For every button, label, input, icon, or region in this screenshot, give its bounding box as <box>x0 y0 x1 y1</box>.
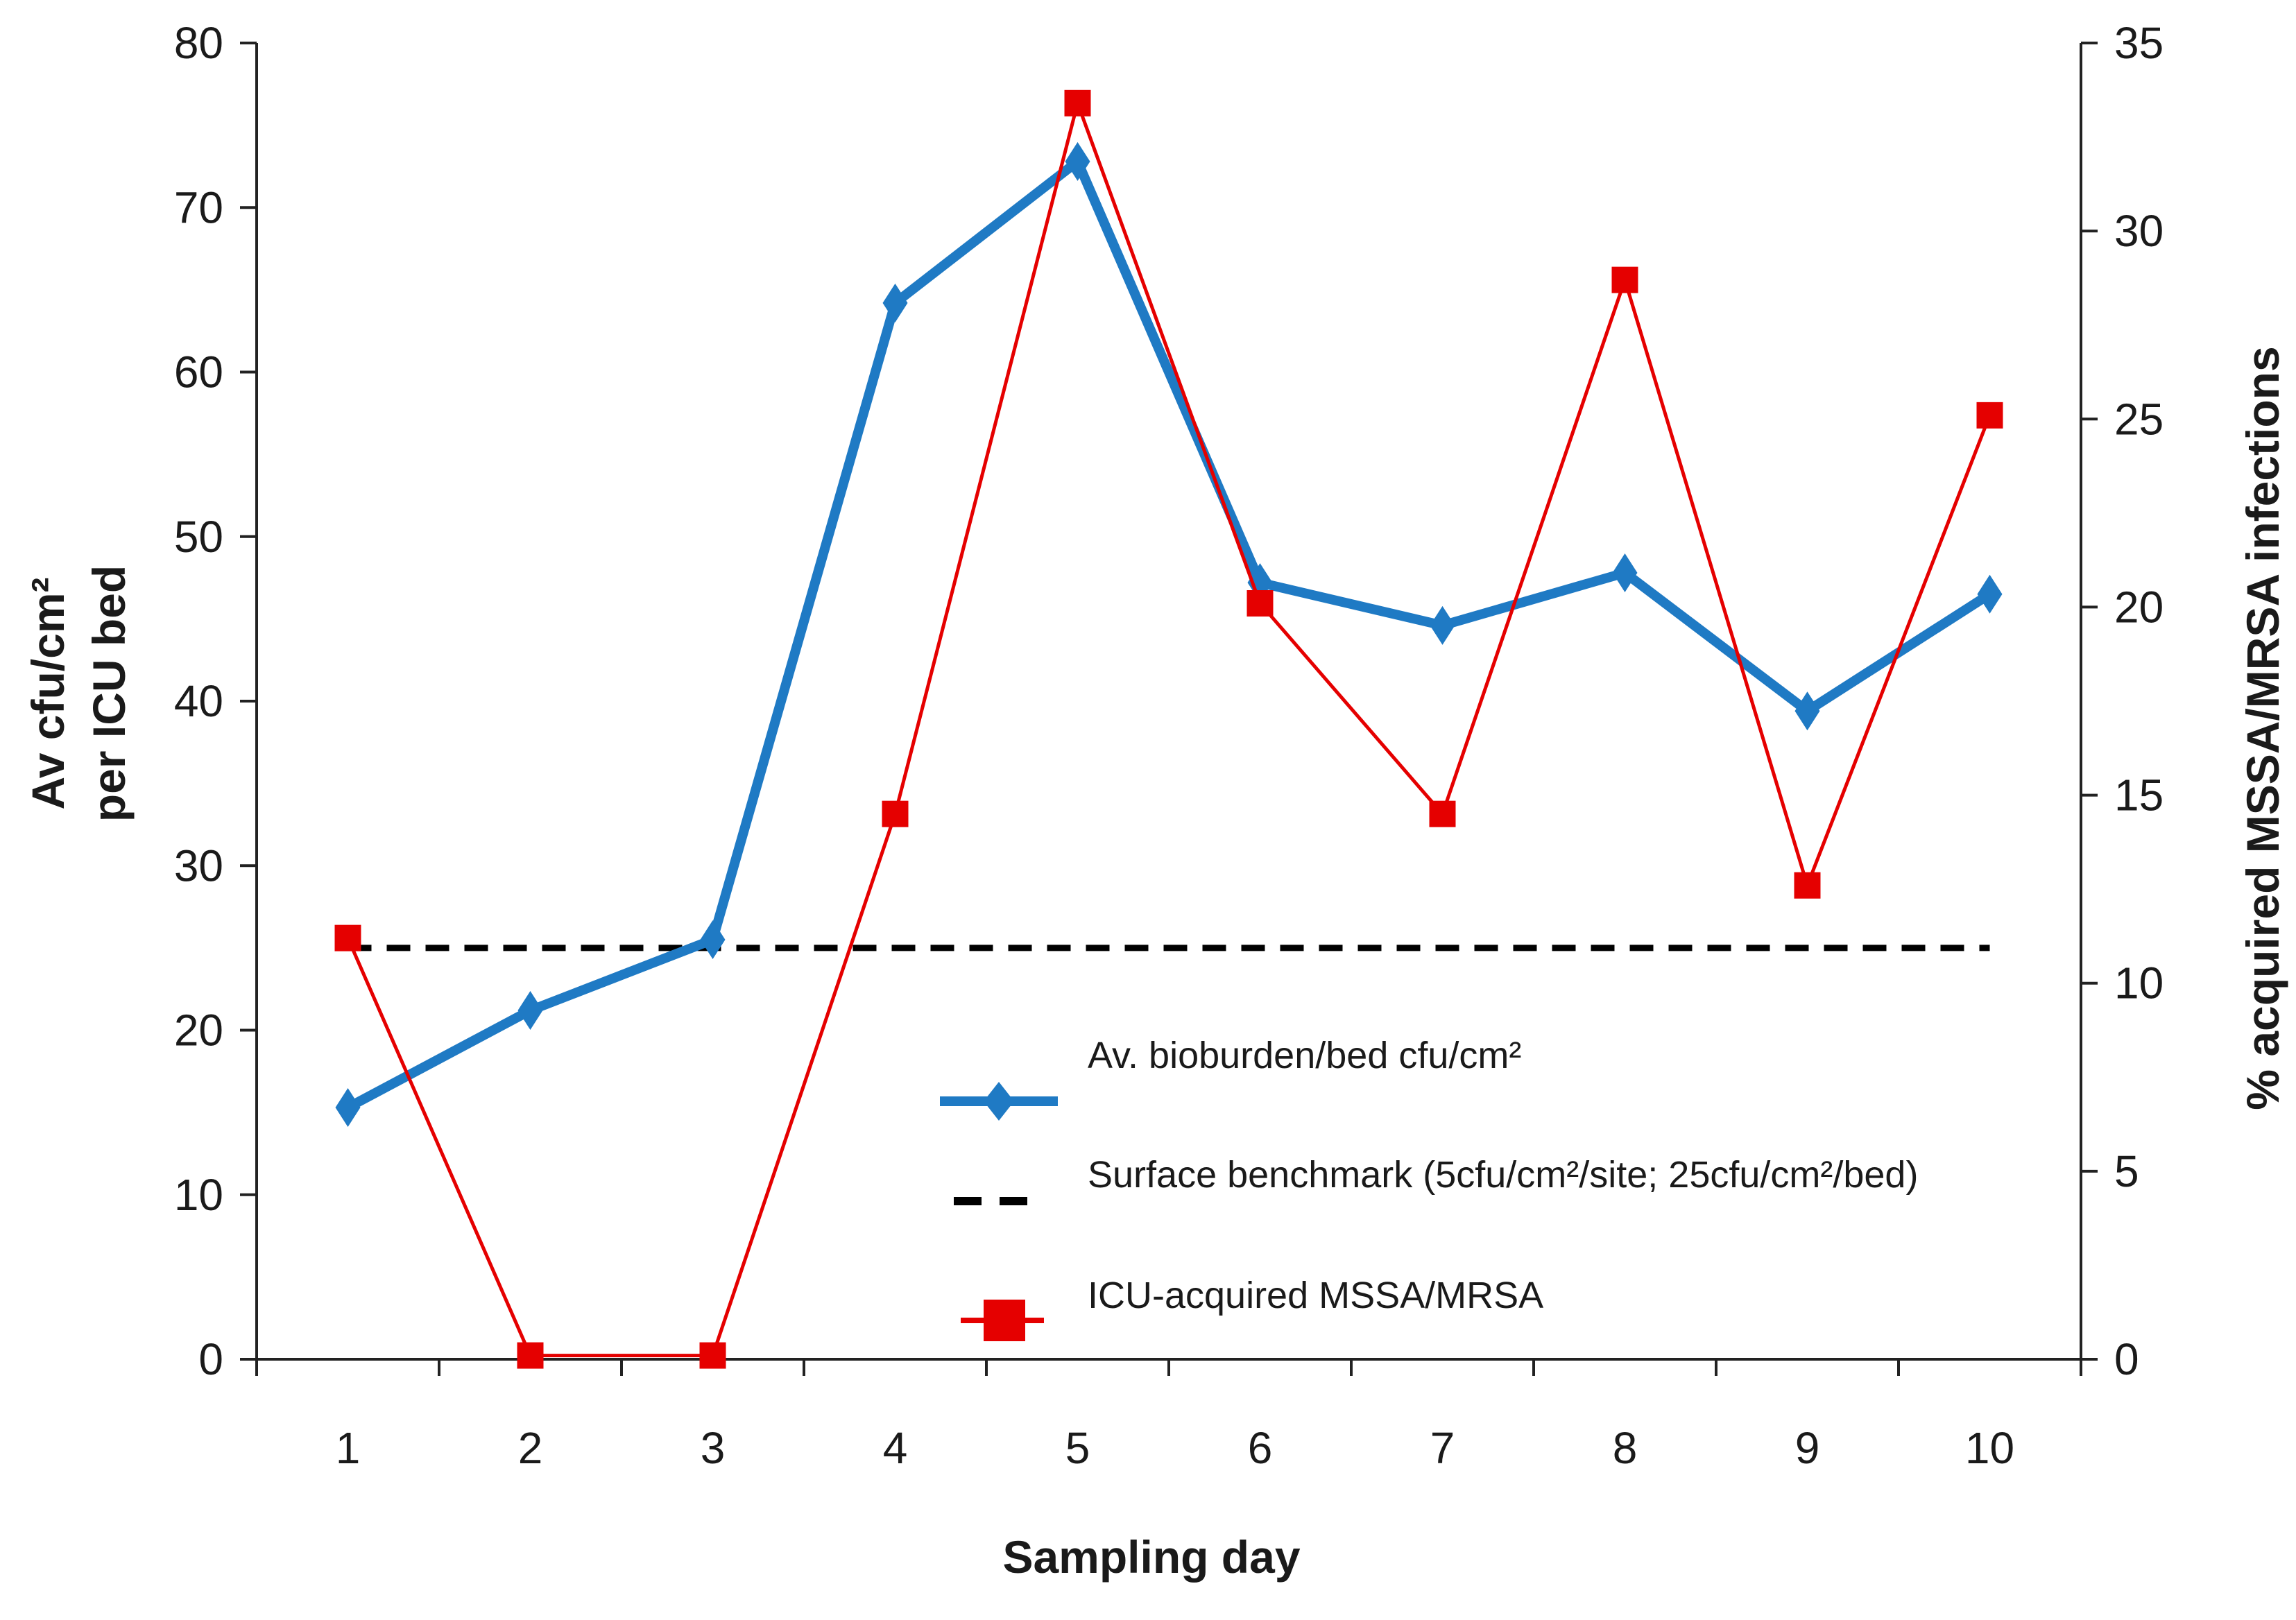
bioburden-point <box>1065 141 1090 181</box>
x-axis-title: Sampling day <box>1002 1531 1300 1583</box>
right-y-tick-label: 15 <box>2114 770 2164 820</box>
left-y-tick-label: 70 <box>174 182 223 232</box>
icu-acquired-point <box>1429 800 1456 827</box>
square-marker-icon <box>984 1300 1025 1341</box>
legend-item-bioburden: Av. bioburden/bed cfu/cm² <box>940 1035 1521 1121</box>
right-y-tick-label: 20 <box>2114 582 2164 632</box>
x-tick-label: 3 <box>701 1423 726 1473</box>
right-y-tick-label: 25 <box>2114 394 2164 444</box>
icu-acquired-series-line <box>346 97 1991 1358</box>
right-y-ticks: 0 5 10 15 20 25 30 35 <box>2081 18 2164 1384</box>
bioburden-series-line <box>345 156 1993 1112</box>
x-tick-label: 2 <box>518 1423 543 1473</box>
legend-item-icu-acquired: ICU-acquired MSSA/MRSA <box>961 1275 1543 1341</box>
x-tick-label: 1 <box>336 1423 361 1473</box>
icu-acquired-point <box>882 800 909 827</box>
x-tick-label: 6 <box>1248 1423 1273 1473</box>
bioburden-point <box>1430 605 1455 645</box>
bioburden-point <box>1794 691 1820 731</box>
bioburden-point <box>1977 574 2003 614</box>
x-tick-label: 8 <box>1613 1423 1638 1473</box>
left-y-tick-label: 30 <box>174 841 223 890</box>
icu-acquired-point <box>1611 266 1638 293</box>
x-tick-label: 5 <box>1065 1423 1090 1473</box>
x-tick-label: 9 <box>1795 1423 1820 1473</box>
diamond-marker-icon <box>984 1082 1014 1121</box>
icu-acquired-point <box>1246 590 1274 617</box>
icu-acquired-point <box>1976 402 2003 429</box>
legend-label-bioburden: Av. bioburden/bed cfu/cm² <box>1088 1035 1521 1076</box>
left-y-tick-label: 20 <box>174 1006 223 1055</box>
series-layer <box>334 89 2003 1369</box>
bioburden-point <box>700 920 726 960</box>
icu-acquired-point <box>1064 89 1091 117</box>
bioburden-point <box>1612 553 1638 592</box>
bioburden-point <box>335 1088 361 1128</box>
icu-acquired-point <box>517 1342 544 1369</box>
left-y-tick-label: 60 <box>174 347 223 397</box>
left-y-axis-title-line1: Av cfu/cm² <box>22 578 74 810</box>
x-tick-label: 4 <box>883 1423 908 1473</box>
legend-label-icu-acquired: ICU-acquired MSSA/MRSA <box>1088 1275 1543 1316</box>
x-ticks: 1 2 3 4 5 6 7 8 9 10 <box>255 1359 2082 1473</box>
left-y-tick-label: 80 <box>174 18 223 68</box>
right-y-tick-label: 5 <box>2114 1146 2139 1196</box>
left-y-ticks: 0 10 20 30 40 50 60 70 80 <box>174 18 257 1384</box>
x-tick-label: 10 <box>1965 1423 2014 1473</box>
left-y-tick-label: 10 <box>174 1170 223 1220</box>
icu-acquired-point <box>699 1342 726 1369</box>
x-tick-label: 7 <box>1430 1423 1455 1473</box>
right-y-tick-label: 0 <box>2114 1334 2139 1384</box>
right-y-tick-label: 35 <box>2114 18 2164 68</box>
right-y-axis-title: % acquired MSSA/MRSA infections <box>2237 346 2288 1110</box>
legend-label-benchmark: Surface benchmark (5cfu/cm²/site; 25cfu/… <box>1088 1154 1918 1196</box>
right-y-tick-label: 30 <box>2114 206 2164 256</box>
left-y-tick-label: 40 <box>174 676 223 726</box>
left-y-axis-title-line2: per ICU bed <box>83 565 135 822</box>
legend-item-benchmark: Surface benchmark (5cfu/cm²/site; 25cfu/… <box>954 1154 1918 1205</box>
icu-acquired-point <box>1794 872 1821 899</box>
icu-acquired-point <box>334 924 361 951</box>
bioburden-point <box>517 991 543 1031</box>
left-y-tick-label: 50 <box>174 512 223 562</box>
left-y-tick-label: 0 <box>198 1334 223 1384</box>
legend: Av. bioburden/bed cfu/cm² Surface benchm… <box>940 1035 1918 1341</box>
bioburden-point <box>882 283 908 322</box>
right-y-tick-label: 10 <box>2114 958 2164 1008</box>
